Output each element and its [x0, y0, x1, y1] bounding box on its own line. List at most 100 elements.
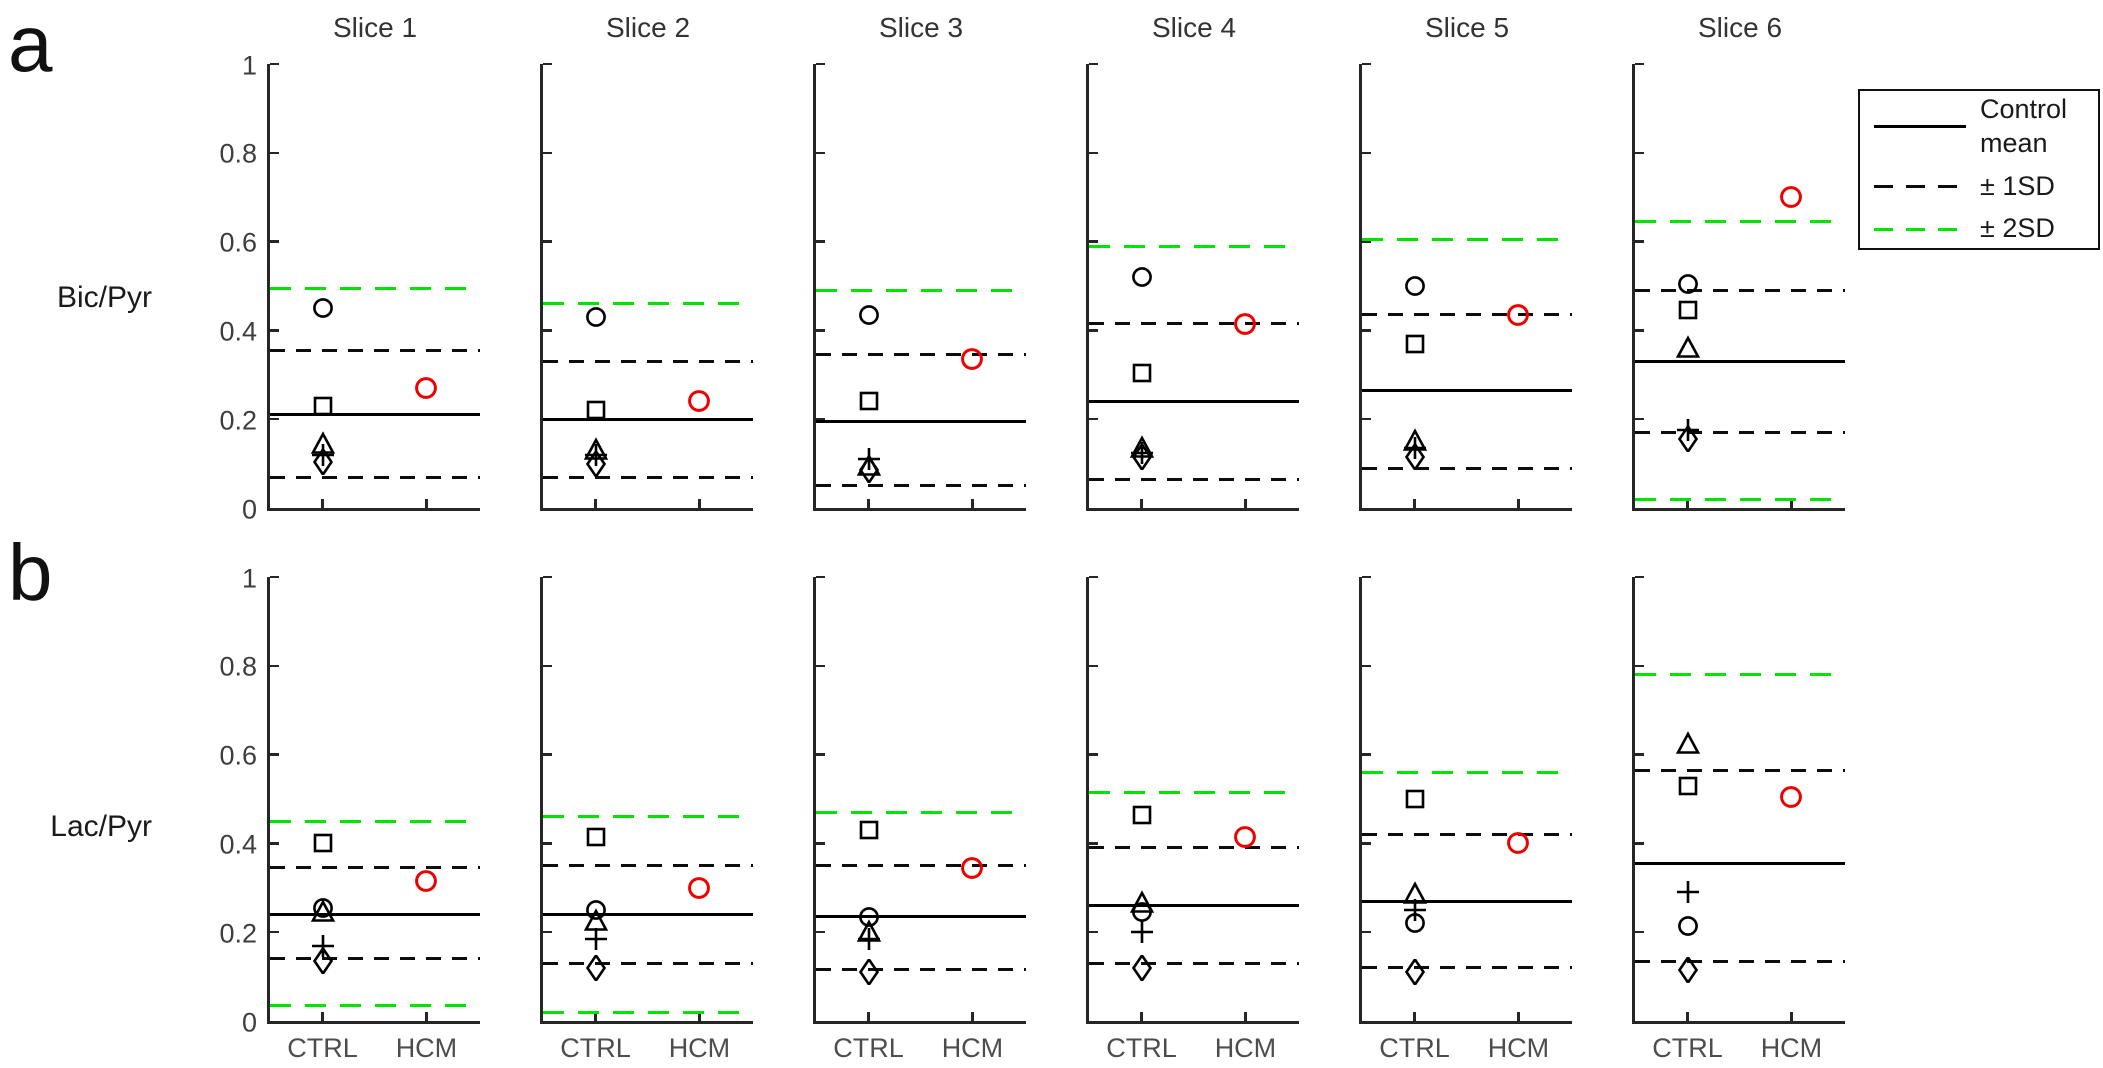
subplot-title: Slice 2 — [605, 12, 691, 43]
subplot-a-slice-1: Slice 1 0 0.2 0.4 0.6 0.8 1 — [219, 12, 480, 524]
ctrl-marker-plus — [1402, 435, 1428, 461]
x-tick — [1413, 499, 1416, 508]
x-tick — [1140, 499, 1143, 508]
subplot-a-slice-6: Slice 6 — [1632, 12, 1845, 511]
x-category-label-ctrl: CTRL — [833, 1033, 904, 1063]
ctrl-marker-diamond — [856, 457, 882, 484]
hcm-marker-circle — [1505, 830, 1531, 856]
ctrl-marker-circle — [1675, 913, 1701, 939]
y-tick — [1635, 930, 1644, 934]
x-category-label-hcm: HCM — [1487, 1033, 1550, 1063]
y-tick — [1635, 753, 1644, 756]
y-tick — [1089, 575, 1098, 579]
y-tick — [270, 329, 279, 332]
sd1-upper-line — [1362, 313, 1572, 317]
ctrl-marker-circle — [310, 295, 336, 321]
sd1-upper-line — [816, 353, 1026, 357]
y-tick — [270, 842, 279, 845]
y-tick — [1635, 240, 1644, 243]
ctrl-marker-circle — [856, 302, 882, 328]
sd1-upper-line — [1089, 322, 1299, 326]
control-mean-line — [1362, 388, 1572, 392]
subplot-a-slice-3: Slice 3 — [813, 12, 1026, 511]
y-tick — [1362, 753, 1371, 756]
sd2-lower-line — [270, 1003, 480, 1007]
y-tick — [1089, 151, 1098, 155]
subplot-b-slice-1: 0 0.2 0.4 0.6 0.8 1 CTRL HCM — [219, 563, 480, 1063]
legend: Control mean ± 1SD ± 2SD — [1858, 89, 2100, 250]
y-tick — [816, 62, 825, 66]
hcm-marker-circle — [1778, 784, 1804, 810]
ylabel-lac-pyr: Lac/Pyr — [50, 810, 152, 843]
ctrl-marker-plus — [856, 926, 882, 952]
control-mean-line — [1635, 359, 1845, 363]
y-tick — [543, 930, 552, 934]
hcm-marker-circle — [1232, 824, 1258, 850]
sd1-lower-line — [270, 476, 480, 480]
sd2-upper-line — [1635, 673, 1845, 677]
y-tick — [270, 664, 279, 668]
y-tick — [816, 151, 825, 155]
sd1-upper-line — [816, 864, 1026, 868]
y-tick — [270, 240, 279, 243]
y-tick — [270, 575, 279, 579]
ctrl-marker-plus — [310, 933, 336, 959]
y-tick — [816, 842, 825, 845]
ctrl-marker-plus — [310, 442, 336, 468]
subplot-b-slice-6: CTRL HCM — [1632, 575, 1845, 1063]
x-tick — [321, 499, 324, 508]
ylabel-bic-pyr: Bic/Pyr — [56, 281, 152, 314]
x-tick — [1413, 1012, 1416, 1021]
y-tick-label: 0.2 — [219, 918, 257, 949]
ctrl-marker-square — [1402, 331, 1428, 357]
y-tick — [816, 417, 825, 421]
subplot-title: Slice 6 — [1697, 12, 1783, 43]
y-tick-label: 0.8 — [219, 138, 257, 169]
x-category-label-hcm: HCM — [1760, 1033, 1823, 1063]
x-category-label-ctrl: CTRL — [1652, 1033, 1723, 1063]
ctrl-marker-diamond — [1129, 443, 1155, 470]
y-tick-label: 0.2 — [219, 405, 257, 436]
sd2-upper-line — [270, 286, 480, 290]
y-tick-label: 0.4 — [219, 316, 257, 347]
x-category-label-ctrl: CTRL — [560, 1033, 631, 1063]
ctrl-marker-diamond — [583, 954, 609, 981]
sd1-upper-line — [1635, 288, 1845, 292]
sd1-upper-line — [1362, 833, 1572, 837]
subplot-title: Slice 4 — [1151, 12, 1237, 43]
y-tick — [1635, 842, 1644, 845]
hcm-marker-circle — [1505, 302, 1531, 328]
hcm-marker-circle — [1778, 184, 1804, 210]
sd1-upper-line — [1635, 768, 1845, 772]
subplot-a-slice-2: Slice 2 — [540, 12, 753, 511]
control-mean-line — [270, 413, 480, 417]
x-category-label-ctrl: CTRL — [287, 1033, 358, 1063]
ctrl-marker-square — [1129, 802, 1155, 828]
y-tick — [816, 753, 825, 756]
sd2-upper-line — [543, 815, 753, 819]
legend-label: ± 2SD — [1980, 213, 2055, 244]
ctrl-marker-circle — [1675, 271, 1701, 297]
hcm-marker-circle — [959, 346, 985, 372]
y-tick — [1362, 62, 1371, 66]
y-tick — [1635, 151, 1644, 155]
y-tick — [1362, 240, 1371, 243]
sd1-upper-line — [543, 864, 753, 868]
hcm-marker-circle — [686, 875, 712, 901]
sd1-lower-line — [1362, 966, 1572, 970]
y-tick — [1635, 417, 1644, 421]
y-tick — [1635, 664, 1644, 668]
sd1-lower-line — [816, 484, 1026, 488]
x-tick — [1790, 1012, 1793, 1021]
subplot-b-slice-2: CTRL HCM — [540, 575, 753, 1063]
y-tick — [1362, 664, 1371, 668]
x-tick — [971, 1012, 974, 1021]
sd1-upper-line — [270, 866, 480, 870]
sd2-lower-line — [1635, 497, 1845, 501]
panel-letter-a: a — [8, 0, 53, 88]
subplot-a-slice-4: Slice 4 — [1086, 12, 1299, 511]
y-tick-label: 0.8 — [219, 651, 257, 682]
sd1-lower-line — [1089, 477, 1299, 481]
y-tick-label: 0.4 — [219, 829, 257, 860]
panel-letter-b: b — [8, 528, 53, 617]
